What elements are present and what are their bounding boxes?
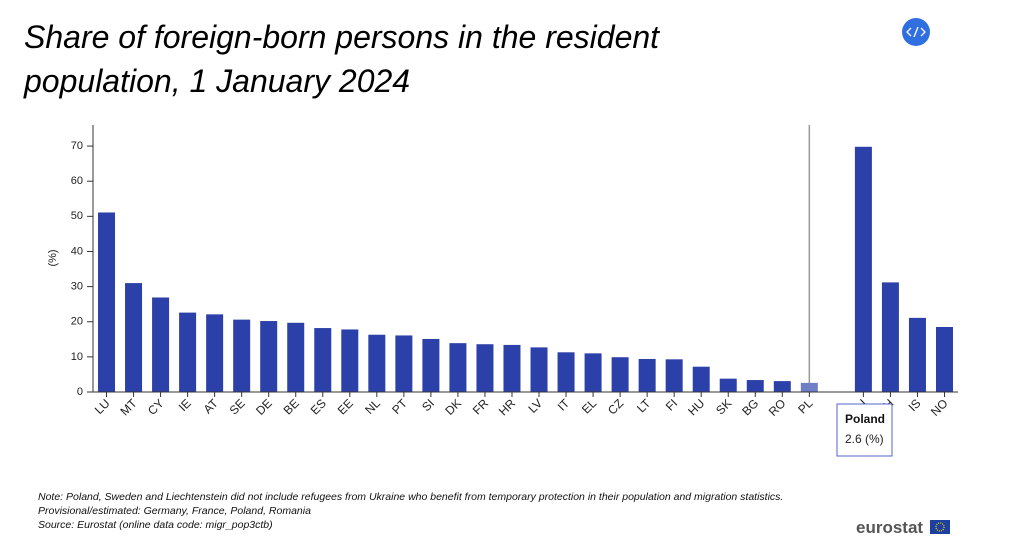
x-tick-label: CZ <box>605 396 626 417</box>
x-tick-label: LU <box>92 396 113 417</box>
x-tick-label: LV <box>525 396 545 416</box>
bar <box>908 317 926 392</box>
bar <box>503 344 521 392</box>
note: Note: Poland, Sweden and Liechtenstein d… <box>38 491 783 503</box>
embed-button[interactable] <box>902 18 930 46</box>
x-tick-label: ES <box>308 396 329 417</box>
bar <box>287 322 305 392</box>
x-tick-label: HU <box>685 396 707 418</box>
bar <box>692 366 710 392</box>
bar <box>611 357 629 392</box>
bar <box>881 282 899 392</box>
x-tick-label: LT <box>634 396 654 416</box>
x-tick-label: FR <box>470 396 491 417</box>
x-tick-label: DE <box>253 396 275 418</box>
bar <box>422 338 440 392</box>
x-tick-label: BE <box>281 396 302 417</box>
tooltip-box <box>836 403 893 457</box>
x-tick-label: PL <box>795 396 816 417</box>
bar <box>719 378 737 392</box>
bar <box>395 335 413 392</box>
y-tick-label: 30 <box>71 281 83 293</box>
x-tick-label: SE <box>227 396 248 417</box>
x-tick-label: FI <box>663 396 680 413</box>
bar <box>314 328 332 392</box>
bar <box>557 352 575 392</box>
x-tick-label: AT <box>201 396 222 417</box>
bar <box>854 146 872 392</box>
x-tick-label: DK <box>442 396 464 418</box>
x-tick-label: IT <box>555 396 573 414</box>
note: Source: Eurostat (online data code: migr… <box>38 519 273 531</box>
y-axis-label: (%) <box>47 249 59 266</box>
x-tick-label: EL <box>579 396 600 417</box>
bar <box>260 321 278 392</box>
x-tick-label: NL <box>362 396 383 417</box>
tooltip: Poland 2.6 (%) <box>836 403 893 457</box>
x-tick-label: MT <box>118 396 141 419</box>
bar <box>125 283 143 392</box>
y-tick-label: 60 <box>71 175 83 187</box>
chart-title: Share of foreign-born persons in the res… <box>24 19 660 55</box>
x-tick-label: CY <box>145 396 167 418</box>
x-tick-label: RO <box>766 396 789 419</box>
x-tick-label: SK <box>713 396 734 417</box>
embed-glyph <box>906 26 926 38</box>
bar <box>449 343 467 392</box>
bar <box>476 344 494 392</box>
bar <box>935 327 953 392</box>
x-tick-label: IE <box>176 396 194 414</box>
bar <box>341 329 359 392</box>
x-tick-label: PT <box>389 396 410 417</box>
note: Provisional/estimated: Germany, France, … <box>38 505 311 517</box>
bar <box>665 359 683 392</box>
x-tick-label: HR <box>496 396 518 418</box>
logo-text: eurostat <box>856 518 923 537</box>
bar <box>233 319 251 392</box>
x-tick-label: BG <box>739 396 761 418</box>
bar <box>584 353 602 392</box>
eu-flag <box>930 520 950 534</box>
bar <box>179 312 197 392</box>
x-tick-label: IS <box>906 396 924 414</box>
y-tick-label: 70 <box>71 140 83 152</box>
bar <box>800 382 818 392</box>
x-tick-label: EE <box>335 396 356 417</box>
bar <box>773 381 791 392</box>
bar <box>530 347 548 392</box>
bar <box>746 380 764 392</box>
bar <box>638 358 656 392</box>
y-tick-label: 10 <box>71 351 83 363</box>
y-tick-label: 0 <box>77 386 83 398</box>
bar <box>206 314 224 392</box>
bar <box>152 297 170 392</box>
eu-stars <box>935 522 945 532</box>
y-tick-label: 20 <box>71 316 83 328</box>
tooltip-title: Poland <box>845 412 885 426</box>
tooltip-value: 2.6 (%) <box>845 432 884 446</box>
y-tick-label: 40 <box>71 245 83 257</box>
x-tick-label: SI <box>419 396 437 414</box>
bar <box>368 334 386 392</box>
bar <box>98 212 116 392</box>
x-tick-label: NO <box>928 396 951 419</box>
y-tick-label: 50 <box>71 210 83 222</box>
chart-title: population, 1 January 2024 <box>23 63 410 99</box>
